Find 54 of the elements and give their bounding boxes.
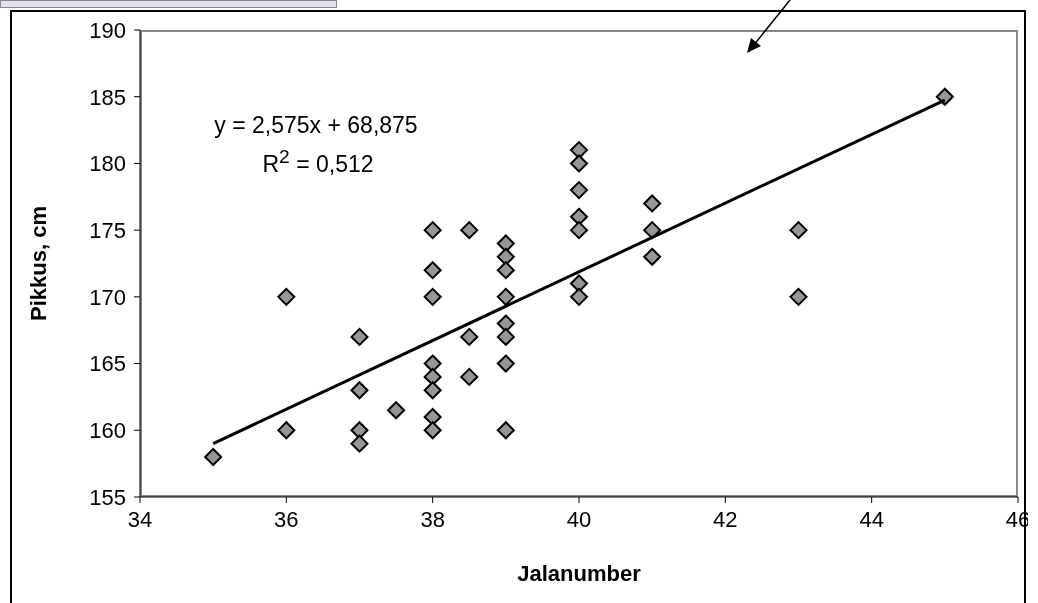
y-tick-label: 185 (89, 84, 126, 110)
y-tick-label: 190 (89, 17, 126, 43)
x-tick-label: 40 (566, 506, 592, 532)
point (423, 407, 442, 426)
point (643, 247, 662, 266)
point (204, 447, 223, 466)
point (350, 381, 369, 400)
point (789, 221, 808, 240)
point (423, 261, 442, 280)
point (460, 327, 479, 346)
point (496, 287, 515, 306)
y-tick-label: 175 (89, 217, 126, 243)
point (423, 287, 442, 306)
point (496, 314, 515, 333)
x-tick-label: 42 (713, 506, 738, 532)
x-tick-label: 34 (127, 506, 153, 532)
x-tick-label: 36 (274, 506, 299, 532)
point (423, 421, 442, 440)
point (496, 247, 515, 266)
point (423, 381, 442, 400)
point (423, 354, 442, 373)
y-tick-label: 165 (89, 351, 126, 377)
point (496, 261, 515, 280)
point (496, 327, 515, 346)
annotation: y = 2,575x + 68,875 (214, 111, 418, 139)
point (570, 154, 588, 173)
point (387, 401, 406, 420)
x-axis-title: Jalanumber (517, 561, 642, 586)
point (570, 181, 588, 200)
point (496, 234, 515, 253)
y-tick-label: 180 (89, 151, 126, 177)
point (789, 287, 808, 306)
y-axis-title: Pikkus, cm (25, 206, 51, 321)
point (423, 367, 442, 386)
point (460, 221, 479, 240)
point (570, 287, 588, 306)
point (460, 367, 479, 386)
point (570, 221, 588, 240)
y-tick-label: 155 (89, 484, 126, 510)
y-tick-label: 160 (89, 418, 126, 444)
annotation: R$^{2}$ = 0,512 (262, 146, 374, 178)
point (643, 221, 662, 240)
point (570, 207, 588, 226)
point (350, 327, 369, 346)
point (277, 287, 296, 306)
point (423, 221, 442, 240)
point (277, 421, 296, 440)
y-tick-label: 170 (89, 284, 126, 310)
x-tick-label: 38 (420, 506, 445, 532)
point (350, 434, 369, 453)
point (496, 421, 515, 440)
x-tick-label: 44 (859, 506, 884, 532)
point (496, 354, 515, 373)
point (643, 194, 662, 213)
